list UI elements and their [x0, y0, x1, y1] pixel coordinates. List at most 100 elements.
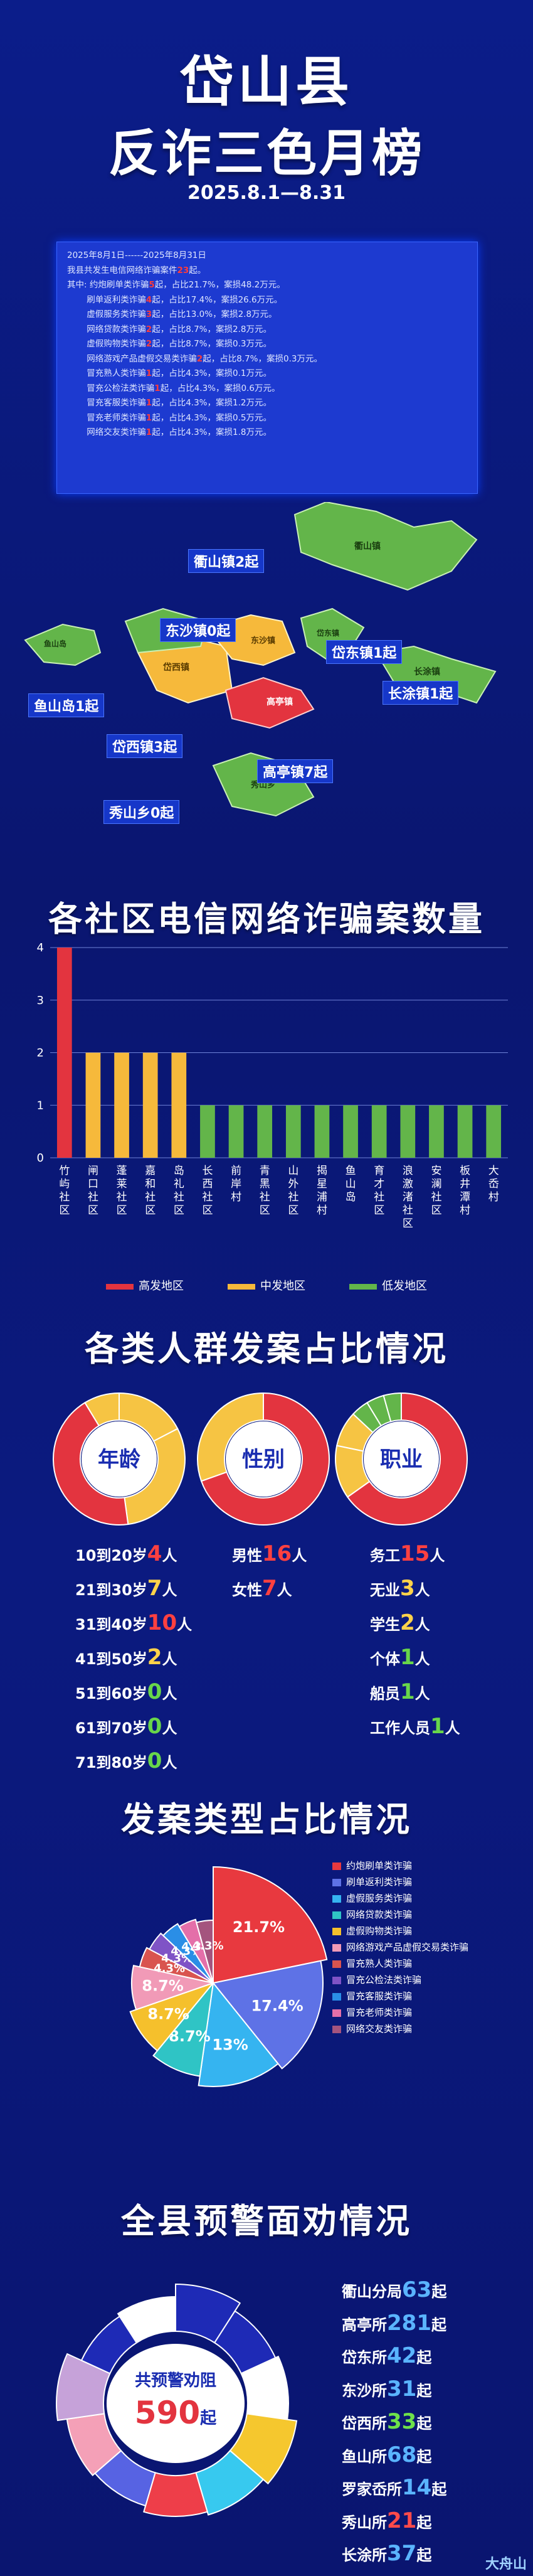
summary-line: 网络交友类诈骗1起，占比4.3%，案损1.8万元。 — [67, 425, 467, 441]
summary-count: 3 — [145, 309, 152, 319]
station-row: 岱西所33起 — [342, 2407, 446, 2440]
legend-item: 中发地区 — [228, 1277, 305, 1293]
station-count: 21 — [387, 2508, 417, 2533]
summary-text: 起，占比21.7%，案损48.2万元。 — [154, 280, 285, 290]
legend-label: 中发地区 — [260, 1280, 305, 1293]
summary-text: 冒充老师类诈骗 — [67, 412, 146, 423]
station-name: 秀山所 — [342, 2513, 387, 2531]
station-count: 63 — [402, 2277, 432, 2302]
bar — [228, 1105, 244, 1158]
station-count: 37 — [387, 2541, 417, 2566]
station-count: 31 — [387, 2376, 417, 2402]
station-row: 罗家岙所14起 — [342, 2472, 446, 2506]
x-tick-label: 浪 — [403, 1165, 413, 1177]
type-legend-item: 网络贷款类诈骗 — [332, 1906, 468, 1923]
legend-swatch — [332, 1862, 341, 1870]
stat-row: 个体1人 — [370, 1641, 460, 1675]
donut-slice — [383, 1392, 402, 1423]
summary-text: 起，占比4.3%，案损0.5万元。 — [152, 412, 272, 423]
stat-unit: 人 — [162, 1719, 177, 1737]
legend-swatch — [332, 1976, 341, 1984]
summary-line: 冒充老师类诈骗1起，占比4.3%，案损0.5万元。 — [67, 411, 467, 426]
bar — [285, 1105, 301, 1158]
x-tick-label: 和 — [145, 1178, 156, 1190]
summary-text: 冒充熟人类诈骗 — [67, 368, 146, 378]
stat-label: 女性 — [232, 1581, 262, 1599]
summary-line: 冒充熟人类诈骗1起，占比4.3%，案损0.1万元。 — [67, 366, 467, 382]
type-title: 发案类型占比情况 — [121, 1800, 412, 1839]
callout-xiushan: 秀山乡0起 — [103, 800, 180, 824]
warning-total: 共预警劝阻 590起 — [107, 2344, 245, 2463]
community-title: 各社区电信网络诈骗案数量 — [48, 899, 485, 939]
stat-row: 学生2人 — [370, 1606, 460, 1641]
x-tick-label: 黑 — [260, 1178, 270, 1190]
pie-value-label: 8.7% — [169, 2028, 211, 2045]
x-tick-label: 星 — [317, 1178, 327, 1190]
y-tick-label: 0 — [37, 1152, 44, 1165]
station-name: 岱西所 — [342, 2415, 387, 2432]
page-title: 岱山县 — [180, 51, 353, 114]
legend-swatch — [332, 1943, 341, 1952]
summary-count: 1 — [145, 368, 152, 378]
station-count: 33 — [387, 2409, 417, 2434]
stat-unit: 人 — [162, 1581, 177, 1599]
legend-swatch — [332, 1911, 341, 1919]
page-subtitle: 反诈三色月榜 — [108, 124, 425, 183]
callout-changtu: 长涂镇1起 — [383, 681, 459, 705]
x-tick-label: 区 — [145, 1204, 156, 1217]
summary-line: 我县共发生电信网络诈骗案件23起。 — [67, 264, 467, 279]
stat-unit: 人 — [414, 1616, 430, 1633]
legend-label: 虚假服务类诈骗 — [346, 1893, 413, 1904]
summary-text: 网络游戏产品虚假交易类诈骗 — [67, 353, 197, 364]
gaoting-area — [224, 676, 315, 729]
donut-label: 性别 — [242, 1447, 285, 1472]
x-tick-label: 岙 — [488, 1178, 499, 1190]
legend-swatch — [332, 2009, 341, 2017]
x-tick-label: 前 — [231, 1165, 241, 1177]
station-row: 秀山所21起 — [342, 2506, 446, 2539]
bar — [171, 1052, 187, 1158]
stat-row: 41到50岁2人 — [75, 1641, 192, 1675]
stat-value: 7 — [147, 1576, 162, 1601]
stat-value: 2 — [400, 1610, 415, 1635]
summary-text: 起，占比8.7%，案损0.3万元。 — [152, 339, 272, 349]
stat-unit: 人 — [277, 1581, 292, 1599]
x-tick-label: 嘉 — [145, 1165, 156, 1177]
summary-text: 虚假服务类诈骗 — [67, 309, 146, 319]
donut-center — [226, 1421, 301, 1497]
callout-dongsha: 东沙镇0起 — [160, 618, 236, 642]
x-tick-label: 闸 — [88, 1165, 98, 1177]
legend-swatch — [332, 2025, 341, 2033]
station-name: 东沙所 — [342, 2381, 387, 2400]
stat-label: 41到50岁 — [75, 1650, 147, 1668]
summary-text: 我县共发生电信网络诈骗案件 — [67, 265, 177, 275]
legend-label: 冒充公检法类诈骗 — [346, 1974, 422, 1985]
x-tick-label: 西 — [202, 1178, 213, 1190]
y-tick-label: 2 — [37, 1047, 44, 1060]
summary-count: 1 — [145, 427, 152, 437]
station-name: 高亭所 — [342, 2316, 387, 2334]
stat-row: 51到60岁0人 — [75, 1675, 192, 1710]
stat-row: 男性16人 — [232, 1537, 307, 1572]
callout-qushan: 衢山镇2起 — [188, 549, 265, 573]
stat-row: 无业3人 — [370, 1572, 460, 1606]
stat-row: 21到30岁7人 — [75, 1572, 192, 1606]
warning-total-unit: 起 — [200, 2409, 217, 2428]
x-tick-label: 社 — [288, 1191, 298, 1204]
type-legend-item: 网络交友类诈骗 — [332, 2021, 468, 2037]
stat-label: 21到30岁 — [75, 1581, 147, 1599]
donut-slice — [197, 1392, 264, 1482]
summary-count: 5 — [149, 280, 155, 290]
stat-unit: 人 — [430, 1547, 445, 1564]
legend-label: 虚假购物类诈骗 — [346, 1925, 413, 1937]
stat-label: 51到60岁 — [75, 1685, 147, 1702]
station-row: 岱东所42起 — [342, 2341, 446, 2374]
summary-text: 刷单返利类诈骗 — [67, 294, 146, 305]
summary-count: 4 — [145, 294, 152, 305]
stat-row: 71到80岁0人 — [75, 1745, 192, 1779]
x-tick-label: 岛 — [346, 1191, 356, 1204]
station-unit: 起 — [416, 2349, 432, 2366]
type-legend: 约炮刷单类诈骗 刷单返利类诈骗 虚假服务类诈骗 网络贷款类诈骗 虚假购物类诈骗 网络游戏产… — [332, 1857, 468, 2037]
x-tick-label: 山 — [288, 1165, 298, 1177]
summary-count: 23 — [177, 265, 189, 275]
